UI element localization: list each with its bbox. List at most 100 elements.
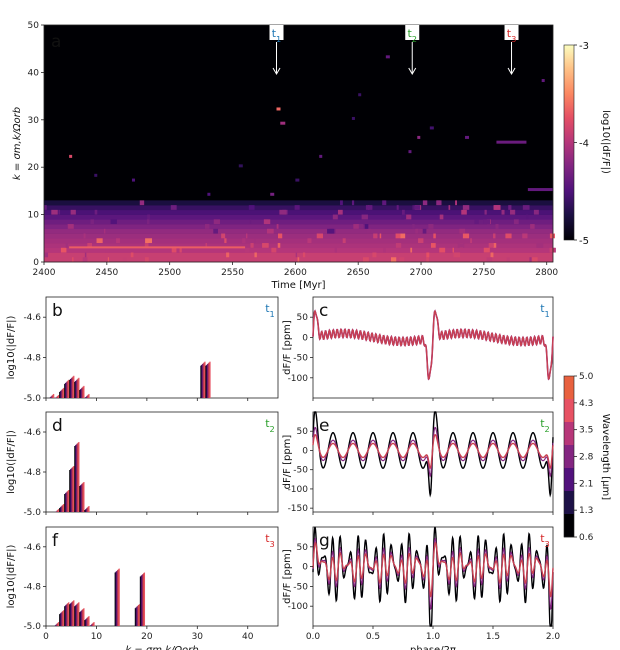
marker-tag: t3	[265, 532, 275, 549]
bar	[139, 576, 142, 626]
heatmap-cell	[58, 209, 61, 215]
series-line	[312, 434, 554, 470]
bar	[208, 362, 210, 398]
heatmap-cell	[147, 214, 150, 220]
heatmap-cell	[418, 228, 423, 234]
heatmap-cell	[401, 214, 407, 220]
heatmap-cell	[400, 233, 406, 239]
bar	[82, 386, 84, 398]
marker-arrow-head	[408, 67, 417, 75]
bar	[74, 381, 76, 398]
heatmap-cell	[541, 79, 545, 83]
bar	[143, 572, 146, 626]
marker-label: t1	[272, 27, 282, 44]
heatmap-cell	[422, 200, 428, 206]
bar	[93, 622, 95, 626]
bar	[71, 467, 73, 512]
bar	[73, 466, 75, 512]
panel-letter: f	[52, 531, 59, 551]
heatmap-cell	[245, 247, 250, 253]
heatmap-cell	[501, 209, 505, 215]
bar	[67, 490, 69, 512]
heatmap-cell	[116, 238, 120, 244]
wavelength-tick-label: 3.5	[579, 426, 593, 436]
heatmap-cell	[488, 243, 494, 248]
heatmap-cell	[207, 192, 211, 196]
panel-a-yticks: 0 10 20 30 40 50	[28, 21, 44, 268]
bar	[66, 381, 68, 398]
marker-label-box	[504, 25, 519, 40]
bar-panel-b: -4.6 -4.8 -5.0 log10(|dF/F|) b	[6, 296, 279, 404]
bar	[79, 612, 81, 626]
heatmap-cell	[461, 209, 467, 215]
y-tick-label: -50	[293, 582, 308, 592]
y-tick-label: -5.0	[23, 508, 41, 518]
panel-a-ylabel: k = σm,k/Ωorb	[12, 107, 23, 180]
heatmap-cell	[453, 252, 461, 258]
heatmap-cell	[248, 205, 255, 210]
heatmap-cell	[356, 224, 364, 229]
bar	[70, 468, 73, 512]
heatmap-cell	[483, 247, 490, 253]
heatmap-cell	[70, 209, 76, 215]
heatmap-cell	[90, 219, 94, 225]
bar	[70, 469, 72, 512]
bar	[63, 504, 65, 512]
bar	[85, 397, 87, 398]
y-tick-label: -100	[288, 485, 309, 495]
bar	[209, 361, 211, 398]
heatmap-cell	[522, 205, 530, 210]
y-tick-label: 40	[28, 68, 40, 78]
bar	[206, 364, 209, 398]
heatmap-cell	[484, 209, 487, 215]
x-tick-label: 2.0	[546, 632, 561, 642]
bar	[72, 466, 74, 512]
heatmap-cell	[224, 238, 227, 244]
bar	[68, 379, 70, 398]
heatmap-band	[44, 214, 553, 220]
heatmap-cell	[238, 164, 243, 168]
x-tick-label: 10	[91, 632, 103, 642]
heatmap-cell	[110, 219, 117, 225]
bar	[56, 396, 58, 398]
bar	[85, 509, 87, 512]
marker-tag: t1	[540, 302, 550, 319]
heatmap-cell	[44, 205, 47, 210]
marker-tag: t1	[265, 302, 275, 319]
x-tick-label: 2500	[158, 268, 181, 278]
heatmap-cell	[69, 246, 246, 249]
marker-label-box	[269, 25, 284, 40]
bar	[55, 511, 57, 512]
bar	[85, 508, 88, 512]
heatmap-cell	[263, 219, 271, 225]
wavelength-colorbar: 5.0 4.3 3.5 2.8 2.1 1.3 0.6	[563, 372, 594, 543]
heatmap-cell	[144, 243, 149, 248]
bar	[70, 603, 72, 626]
x-tick-label: 0	[43, 632, 49, 642]
heatmap-cell	[414, 205, 421, 210]
heatmap-cell	[205, 243, 207, 248]
heatmap-cell	[254, 238, 256, 244]
bar	[138, 604, 140, 626]
bar	[80, 610, 83, 626]
x-tick-label: 2450	[95, 268, 118, 278]
heatmap-cell	[60, 247, 67, 253]
heatmap-cell	[396, 205, 399, 210]
heatmap-cell	[486, 257, 493, 262]
bar	[71, 601, 73, 626]
heatmap-cell	[462, 205, 470, 210]
heatmap-cell	[457, 243, 465, 248]
bar	[88, 616, 90, 626]
bar	[62, 388, 64, 398]
bar	[87, 506, 89, 512]
bar	[90, 624, 93, 626]
bar	[56, 510, 58, 512]
bar	[114, 572, 116, 626]
wavelength-swatch	[564, 468, 574, 492]
bar	[70, 379, 72, 398]
bar	[115, 571, 117, 626]
heatmap-cell	[529, 257, 532, 262]
heatmap-cell	[365, 205, 373, 210]
heatmap-cell	[532, 257, 538, 262]
